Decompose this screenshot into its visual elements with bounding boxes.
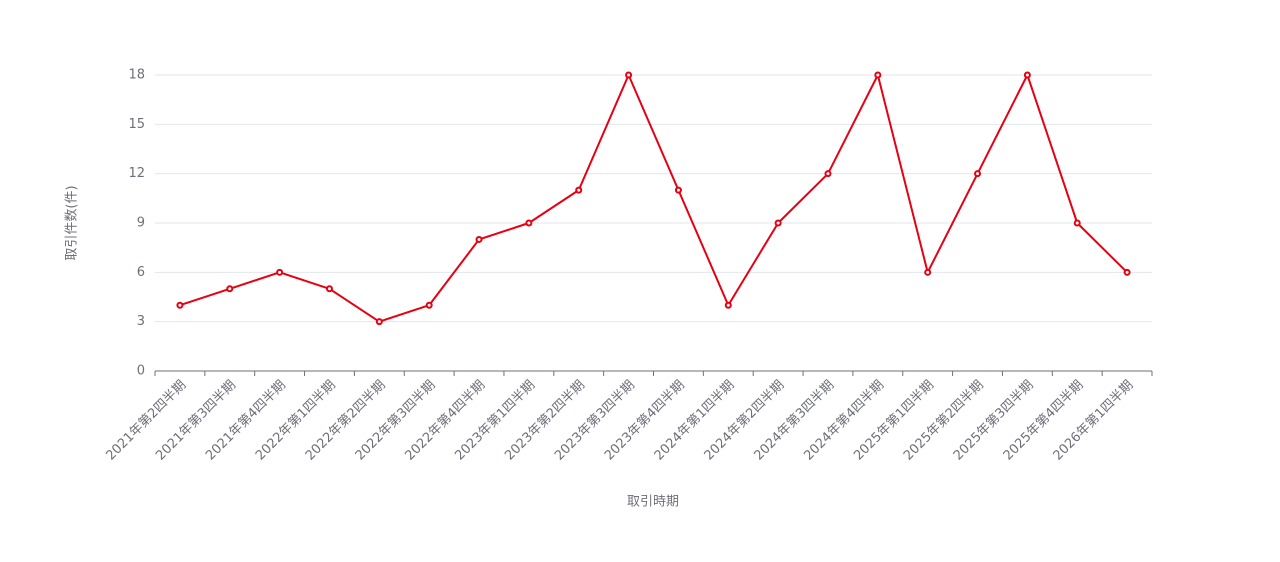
line bbox=[179, 74, 1128, 323]
y-tick-label: 15 bbox=[128, 117, 145, 132]
point bbox=[974, 170, 982, 178]
point bbox=[375, 318, 383, 326]
point bbox=[475, 235, 483, 243]
point bbox=[674, 186, 682, 194]
y-tick-label: 3 bbox=[137, 314, 145, 329]
point bbox=[226, 285, 234, 293]
point bbox=[1123, 268, 1131, 276]
y-tick-label: 6 bbox=[137, 265, 145, 280]
x-axis-title: 取引時期 bbox=[627, 495, 679, 510]
point bbox=[824, 170, 832, 178]
y-axis-title: 取引件数(件) bbox=[65, 185, 80, 260]
point bbox=[176, 301, 184, 309]
point bbox=[425, 301, 433, 309]
point bbox=[774, 219, 782, 227]
y-tick-label: 12 bbox=[128, 166, 145, 181]
y-tick-label: 9 bbox=[137, 216, 145, 231]
y-tick-label: 0 bbox=[137, 364, 145, 379]
point bbox=[924, 268, 932, 276]
point bbox=[325, 285, 333, 293]
point bbox=[525, 219, 533, 227]
point bbox=[1023, 71, 1031, 79]
point bbox=[276, 268, 284, 276]
point bbox=[1073, 219, 1081, 227]
point bbox=[575, 186, 583, 194]
y-tick-label: 18 bbox=[128, 68, 145, 83]
point bbox=[625, 71, 633, 79]
point bbox=[874, 71, 882, 79]
point bbox=[724, 301, 732, 309]
